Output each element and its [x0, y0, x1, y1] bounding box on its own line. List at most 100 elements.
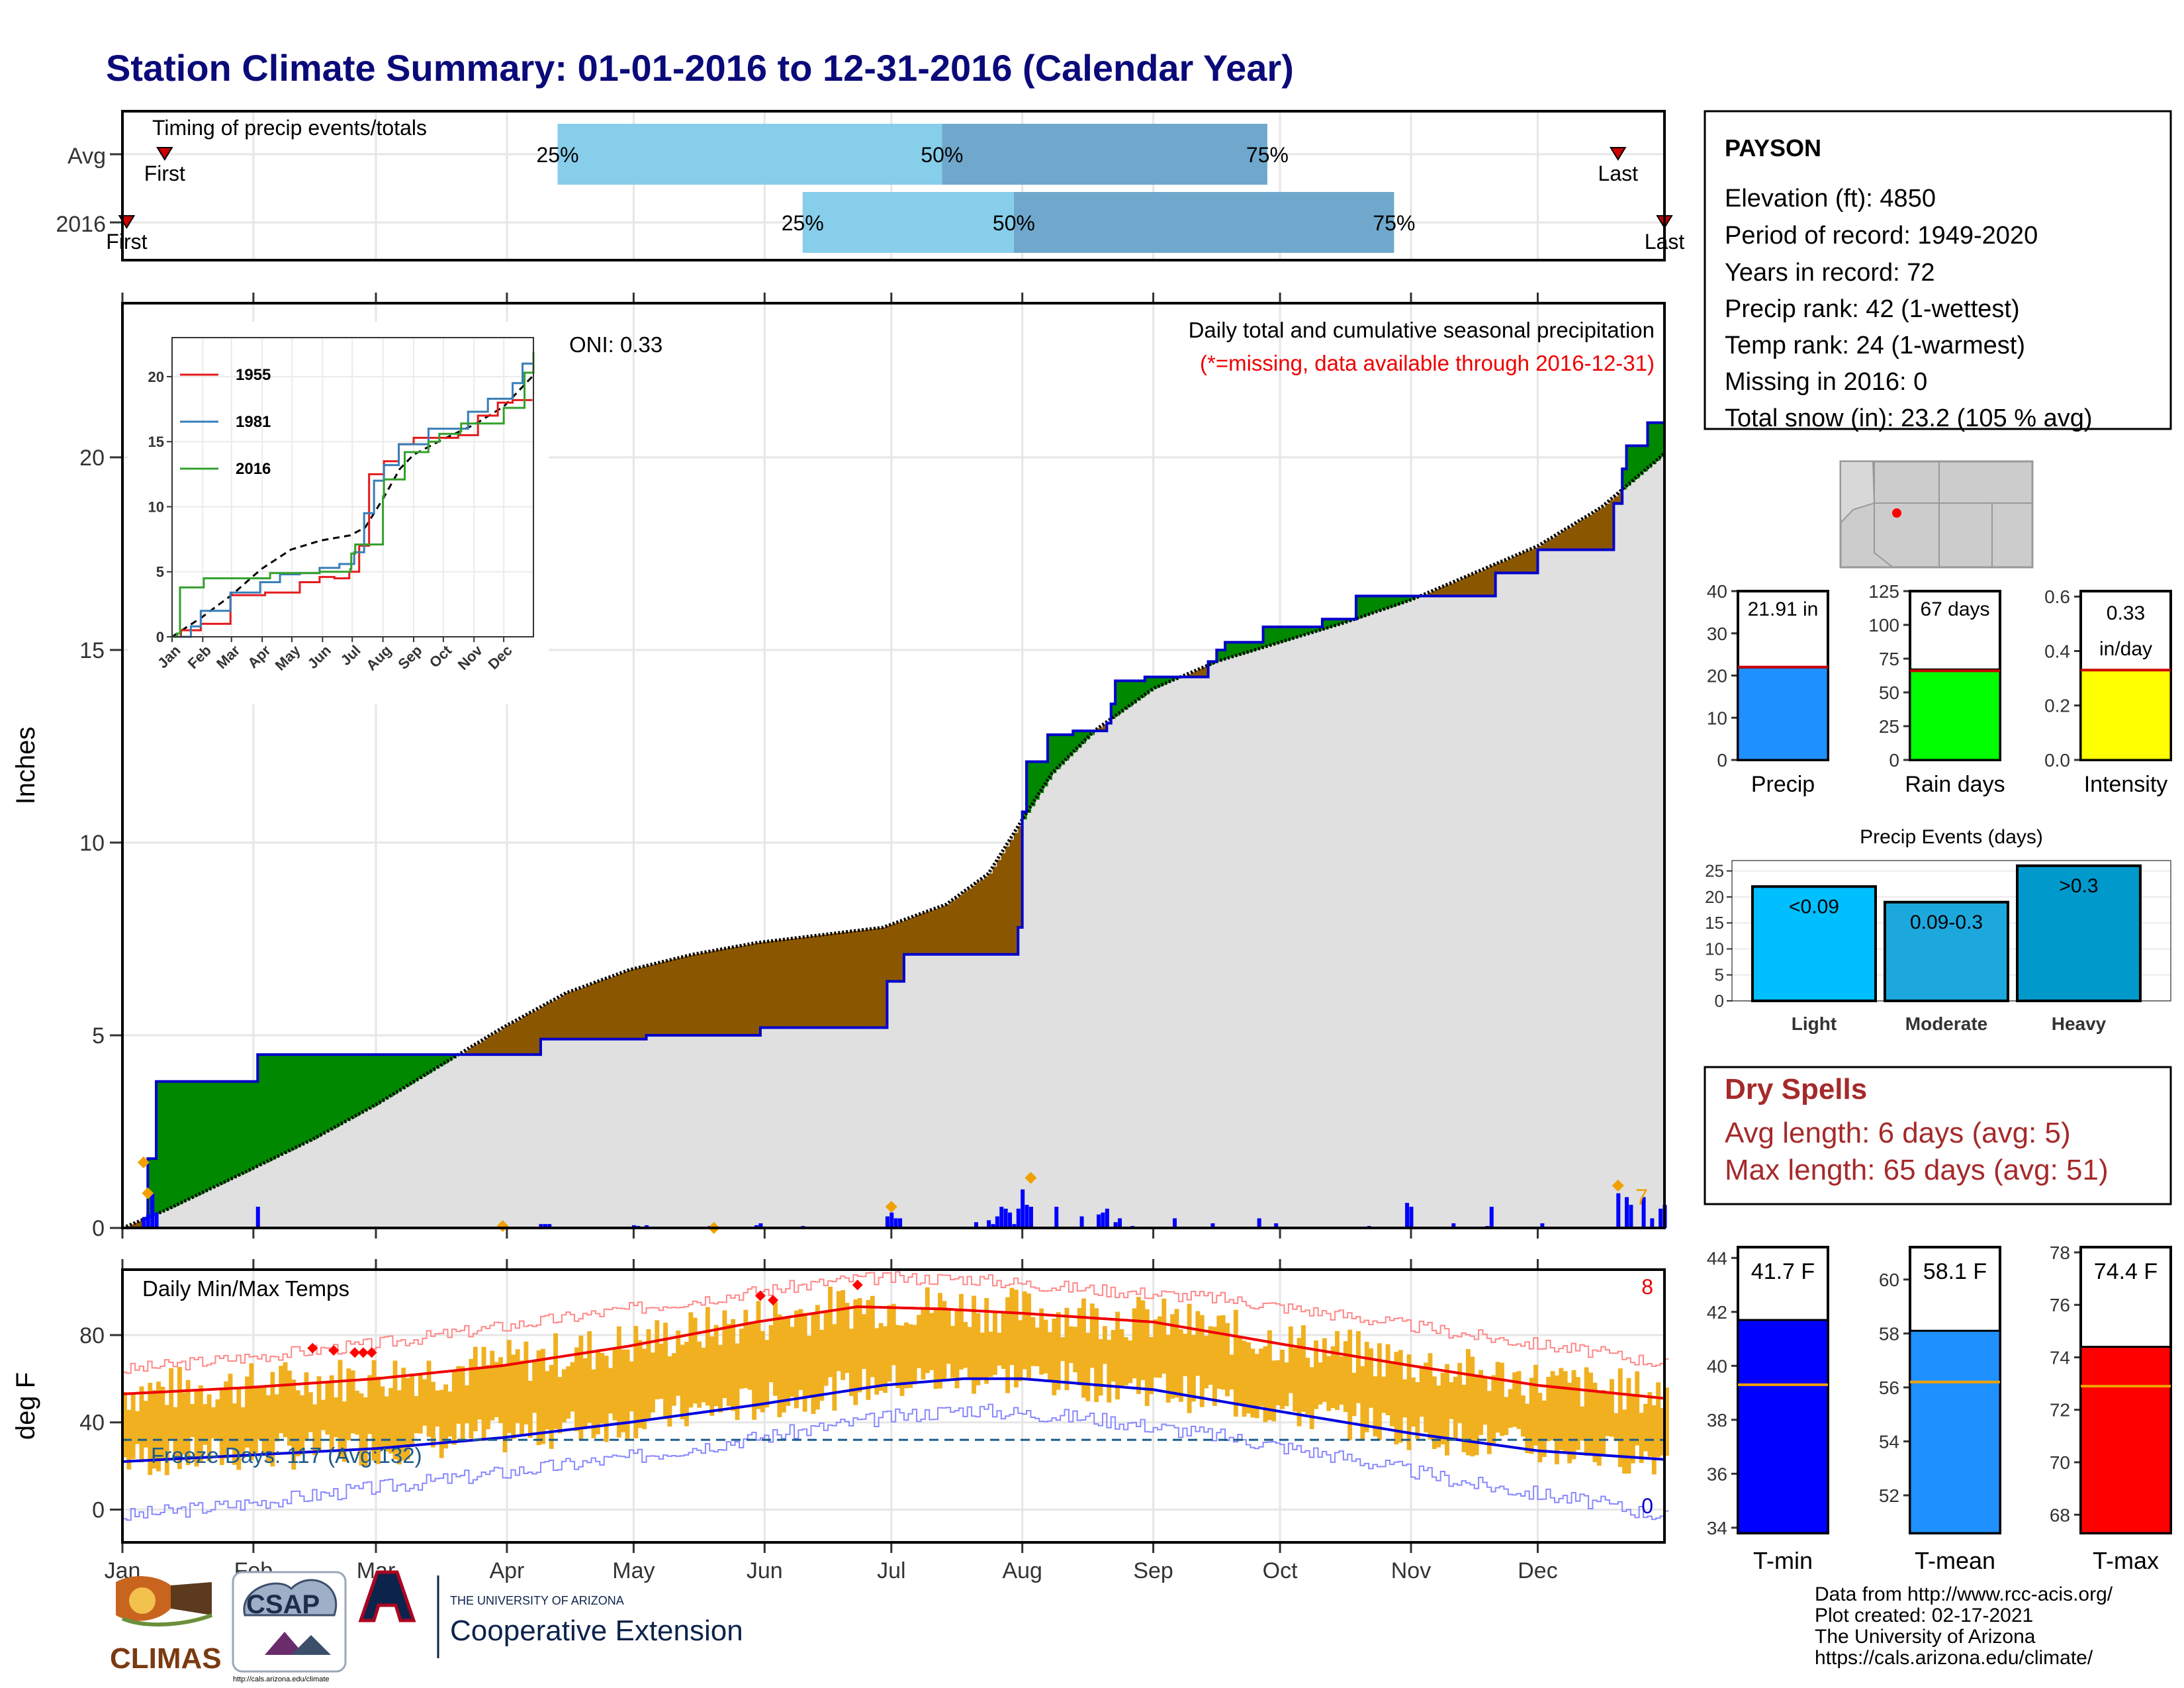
daily-temp-bar: [465, 1385, 469, 1424]
daily-temp-bar: [1601, 1389, 1606, 1457]
deficit-area: [1204, 667, 1209, 677]
daily-temp-bar: [274, 1394, 279, 1442]
surplus-area: [148, 1158, 153, 1218]
daily-temp-bar: [1305, 1358, 1310, 1415]
daily-temp-bar: [295, 1390, 300, 1457]
daily-temp-bar: [587, 1331, 592, 1423]
record-high-marker: [357, 1347, 369, 1358]
daily-temp-bar: [392, 1360, 398, 1460]
daily-temp-bar: [1128, 1340, 1133, 1383]
daily-temp-bar: [1052, 1318, 1057, 1395]
daily-temp-bar: [502, 1366, 508, 1453]
deficit-area: [1512, 557, 1518, 573]
surplus-area: [346, 1055, 351, 1121]
surplus-area: [1034, 761, 1040, 800]
deficit-area: [633, 968, 639, 1039]
daily-temp-bar: [1660, 1407, 1665, 1456]
daily-temp-bar: [401, 1368, 406, 1461]
daily-temp-bar: [1335, 1331, 1340, 1410]
daily-temp-bar: [997, 1333, 1002, 1366]
daily-temp-bar: [1153, 1319, 1158, 1378]
timing-p25-label: 25%: [536, 143, 578, 167]
deficit-area: [760, 942, 765, 1028]
surplus-area: [1284, 626, 1289, 641]
deficit-area: [739, 945, 744, 1035]
daily-temp-bar: [1491, 1375, 1496, 1446]
ua-logo: THE UNIVERSITY OF ARIZONA Cooperative Ex…: [358, 1570, 743, 1658]
daily-temp-bar: [701, 1347, 706, 1403]
timing-last-marker: [1609, 147, 1627, 161]
daily-temp-bar: [1432, 1376, 1437, 1449]
daily-temp-bar: [680, 1344, 685, 1419]
deficit-area: [532, 1011, 537, 1055]
deficit-area: [938, 907, 943, 955]
daily-temp-bar: [1026, 1293, 1031, 1381]
surplus-area: [164, 1081, 169, 1211]
surplus-area: [1647, 422, 1653, 468]
daily-temp-bar: [1001, 1313, 1006, 1369]
surplus-area: [431, 1055, 435, 1072]
mini-y-tick-label: 68: [2050, 1505, 2070, 1525]
daily-temp-bar: [236, 1387, 242, 1470]
surplus-area: [334, 1055, 339, 1128]
deficit-area: [1432, 590, 1437, 596]
surplus-area: [1123, 680, 1128, 710]
surplus-area: [1060, 734, 1066, 765]
deficit-area: [1559, 533, 1564, 550]
daily-temp-bar: [1596, 1391, 1602, 1466]
daily-temp-bar: [1592, 1382, 1598, 1462]
surplus-area: [414, 1055, 419, 1082]
daily-precip-bar: [1113, 1222, 1118, 1228]
daily-precip-bar: [255, 1206, 260, 1228]
surplus-area: [1119, 680, 1124, 713]
timing-p50-label: 50%: [921, 143, 963, 167]
deficit-area: [465, 1051, 470, 1055]
daily-temp-bar: [481, 1346, 486, 1441]
daily-temp-bar: [447, 1391, 453, 1437]
daily-precip-bar: [1101, 1212, 1105, 1228]
daily-temp-bar: [338, 1360, 343, 1458]
daily-precip-bar: [754, 1225, 759, 1228]
daily-precip-bar: [1625, 1197, 1629, 1228]
climas-logo-text: CLIMAS: [110, 1642, 222, 1675]
deficit-area: [705, 952, 710, 1035]
surplus-area: [1250, 642, 1255, 651]
deficit-area: [671, 959, 676, 1035]
daily-temp-bar: [388, 1387, 394, 1454]
daily-temp-bar: [426, 1360, 432, 1437]
daily-temp-bar: [933, 1307, 938, 1389]
deficit-area: [958, 895, 964, 955]
surplus-area: [270, 1055, 275, 1160]
deficit-area: [1580, 520, 1585, 550]
daily-temp-bar: [1571, 1370, 1576, 1460]
daily-temp-bar: [1102, 1326, 1107, 1364]
daily-temp-bar: [232, 1403, 237, 1465]
daily-precip-bar: [1210, 1223, 1215, 1228]
deficit-area: [1617, 492, 1623, 504]
mini-y-tick-label: 40: [1707, 1356, 1727, 1376]
daily-temp-bar: [355, 1390, 359, 1435]
daily-temp-bar: [1533, 1364, 1538, 1446]
daily-temp-bar: [439, 1389, 444, 1458]
deficit-area: [988, 873, 993, 955]
daily-temp-bar: [747, 1323, 752, 1390]
deficit-area: [1550, 538, 1555, 550]
deficit-area: [815, 935, 820, 1028]
surplus-area: [1048, 734, 1052, 780]
surplus-area: [1238, 642, 1243, 655]
deficit-area: [570, 991, 575, 1039]
daily-temp-bar: [1107, 1340, 1112, 1403]
deficit-area: [494, 1033, 499, 1055]
daily-temp-bar: [1537, 1393, 1543, 1463]
surplus-area: [177, 1081, 182, 1205]
avg-max-line: [122, 1305, 1665, 1400]
deficit-area: [954, 898, 960, 955]
daily-temp-bar: [536, 1350, 541, 1446]
mini-value-label: 21.91 in: [1748, 598, 1819, 620]
timing-p75-label: 75%: [1246, 143, 1289, 167]
record-high-count: 8: [1641, 1275, 1653, 1299]
surplus-area: [283, 1055, 288, 1154]
deficit-area: [735, 947, 740, 1035]
daily-temp-bar: [1415, 1382, 1420, 1440]
month-label: Apr: [489, 1558, 524, 1583]
